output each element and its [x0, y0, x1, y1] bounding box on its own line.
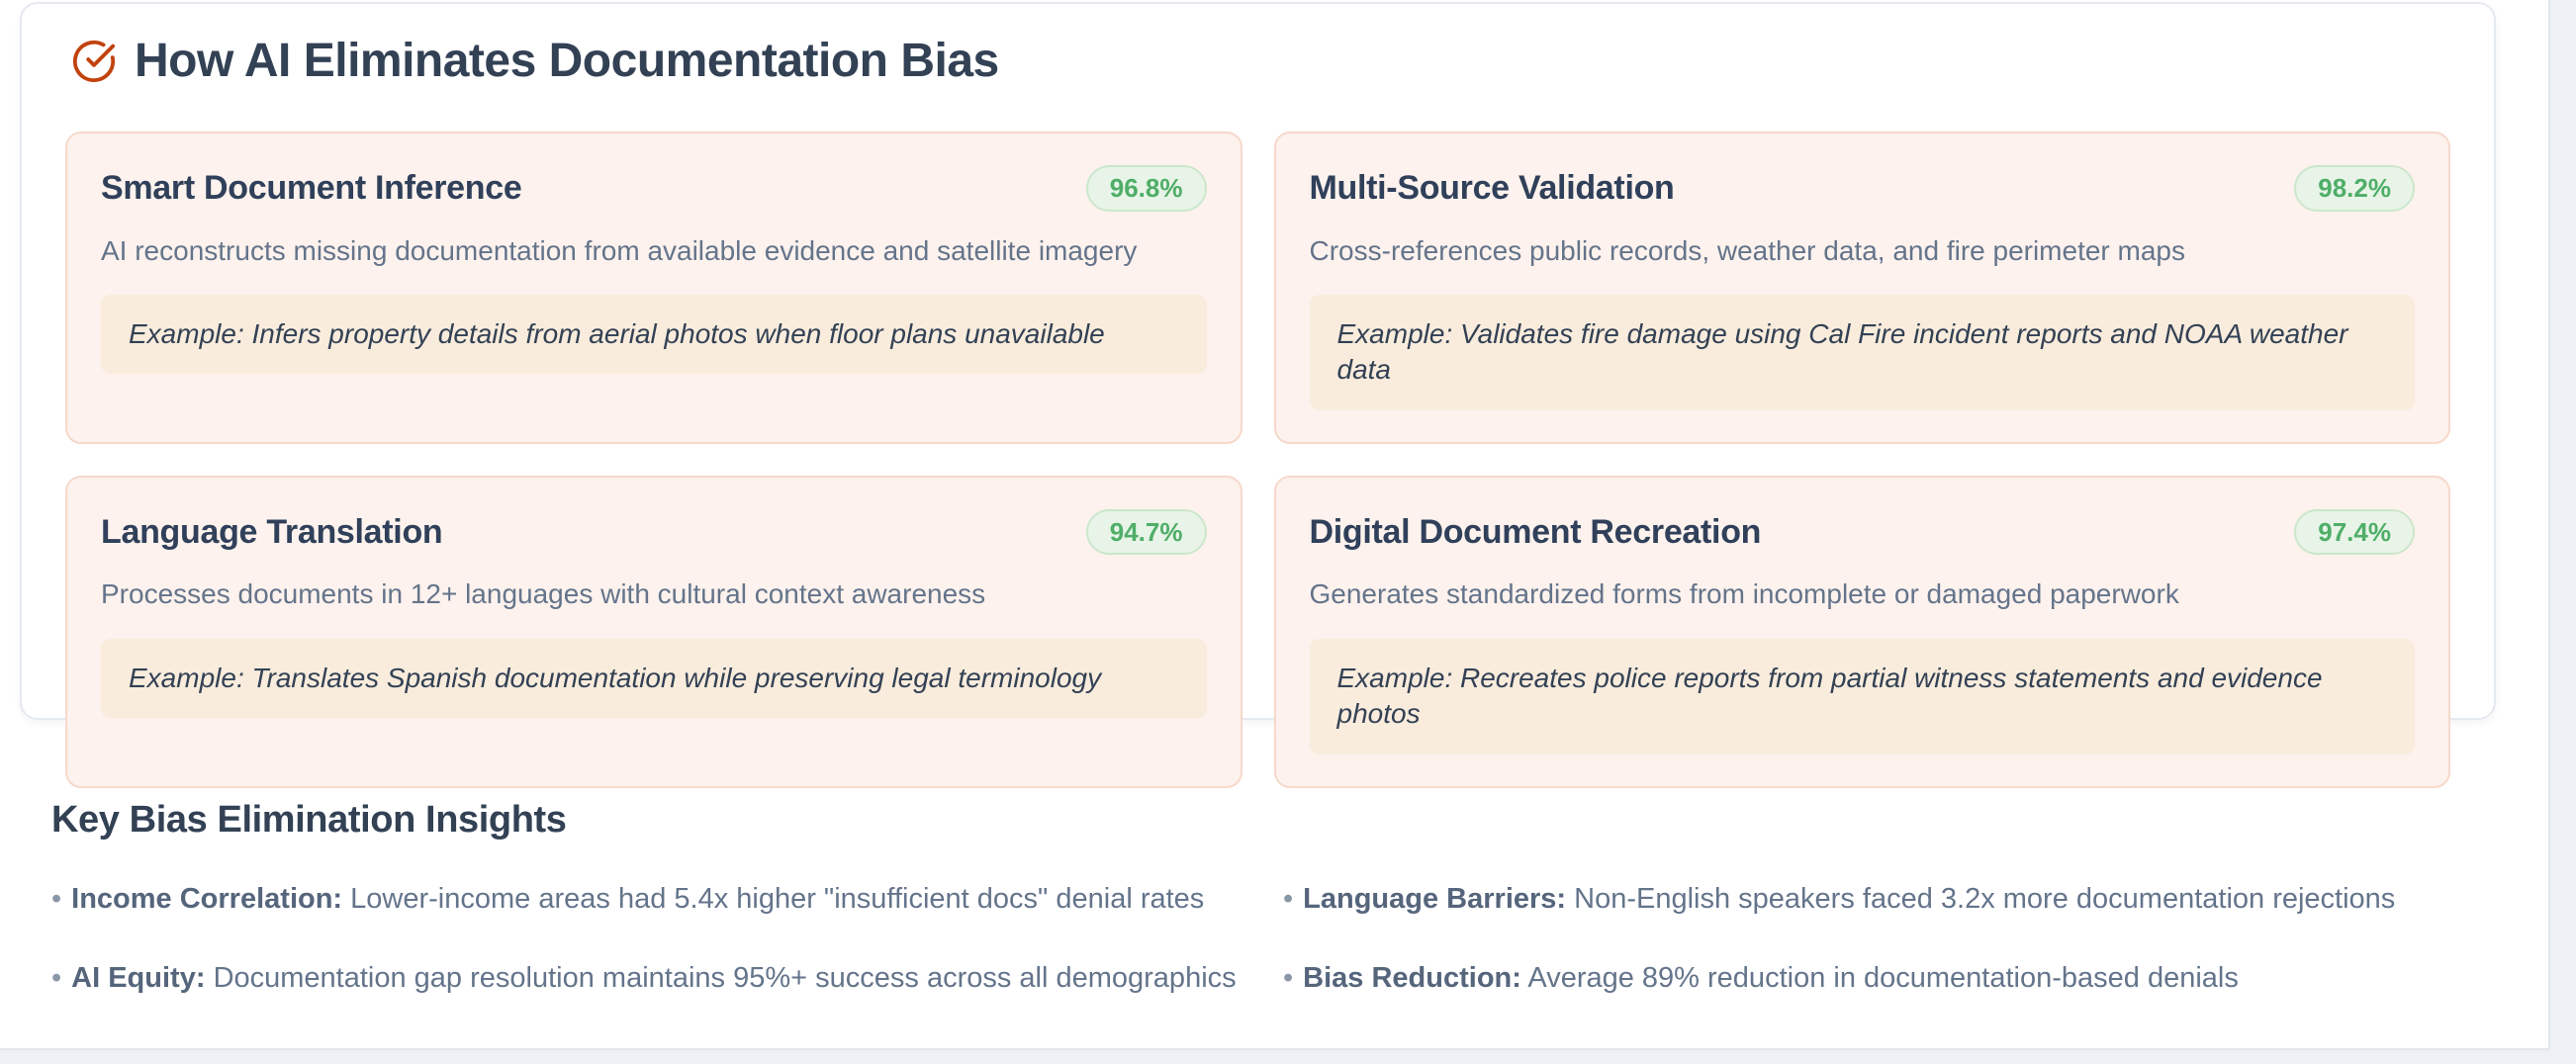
card-example: Example: Translates Spanish documentatio… — [101, 638, 1207, 719]
accuracy-badge: 94.7% — [1085, 508, 1207, 556]
accuracy-badge: 97.4% — [2294, 508, 2415, 556]
accuracy-badge: 96.8% — [1085, 165, 1207, 212]
insight-bias-reduction: • Bias Reduction: Average 89% reduction i… — [1283, 960, 2495, 996]
card-header: Language Translation 94.7% — [101, 508, 1207, 556]
insights-grid: • Income Correlation: Lower-income areas … — [51, 881, 2495, 997]
card-title: Digital Document Recreation — [1309, 512, 1762, 551]
capability-card-language-translation: Language Translation 94.7% Processes doc… — [65, 475, 1242, 788]
bullet-icon: • — [51, 962, 62, 995]
insight-text: Lower-income areas had 5.4x higher "insu… — [350, 883, 1205, 915]
key-bias-elimination-insights-section: Key Bias Elimination Insights • Income Co… — [51, 799, 2495, 997]
insight-text: Non-English speakers faced 3.2x more doc… — [1574, 883, 2396, 915]
bullet-icon: • — [1283, 962, 1294, 995]
check-circle-icon — [71, 39, 117, 84]
insight-label: Income Correlation: — [71, 883, 343, 915]
card-description: Cross-references public records, weather… — [1309, 234, 2186, 266]
capability-card-multi-source-validation: Multi-Source Validation 98.2% Cross-refe… — [1273, 132, 2450, 444]
card-header: Smart Document Inference 96.8% — [101, 165, 1207, 212]
card-description: Generates standardized forms from incomp… — [1309, 578, 2179, 610]
insight-language-barriers: • Language Barriers: Non-English speakers… — [1283, 881, 2495, 917]
capability-card-digital-document-recreation: Digital Document Recreation 97.4% Genera… — [1273, 475, 2450, 788]
card-title: Smart Document Inference — [101, 168, 522, 207]
card-title: Multi-Source Validation — [1309, 168, 1675, 207]
card-description: AI reconstructs missing documentation fr… — [101, 234, 1138, 266]
card-title: Language Translation — [101, 512, 443, 551]
panel-header: How AI Eliminates Documentation Bias — [71, 34, 2450, 88]
bullet-icon: • — [1283, 883, 1294, 915]
insight-label: Language Barriers: — [1303, 883, 1567, 915]
insight-label: AI Equity: — [71, 962, 206, 995]
accuracy-badge: 98.2% — [2294, 165, 2415, 212]
card-example: Example: Recreates police reports from p… — [1309, 638, 2415, 754]
card-header: Multi-Source Validation 98.2% — [1309, 165, 2415, 212]
content-surface: How AI Eliminates Documentation Bias Sma… — [0, 0, 2550, 1050]
panel-title: How AI Eliminates Documentation Bias — [135, 35, 999, 87]
ai-documentation-bias-panel: How AI Eliminates Documentation Bias Sma… — [20, 2, 2496, 788]
card-example: Example: Validates fire damage using Cal… — [1309, 294, 2415, 410]
insight-text: Documentation gap resolution maintains 9… — [213, 962, 1237, 995]
card-header: Digital Document Recreation 97.4% — [1309, 508, 2415, 556]
insight-income-correlation: • Income Correlation: Lower-income areas … — [51, 881, 1283, 917]
capability-cards-grid: Smart Document Inference 96.8% AI recons… — [65, 132, 2450, 788]
card-example: Example: Infers property details from ae… — [101, 294, 1207, 375]
capability-card-smart-document-inference: Smart Document Inference 96.8% AI recons… — [65, 132, 1242, 444]
insights-title: Key Bias Elimination Insights — [51, 799, 567, 841]
bullet-icon: • — [51, 883, 62, 915]
insight-label: Bias Reduction: — [1303, 962, 1521, 995]
card-description: Processes documents in 12+ languages wit… — [101, 578, 986, 610]
insight-ai-equity: • AI Equity: Documentation gap resolution… — [51, 960, 1283, 996]
insight-text: Average 89% reduction in documentation-b… — [1527, 962, 2239, 995]
